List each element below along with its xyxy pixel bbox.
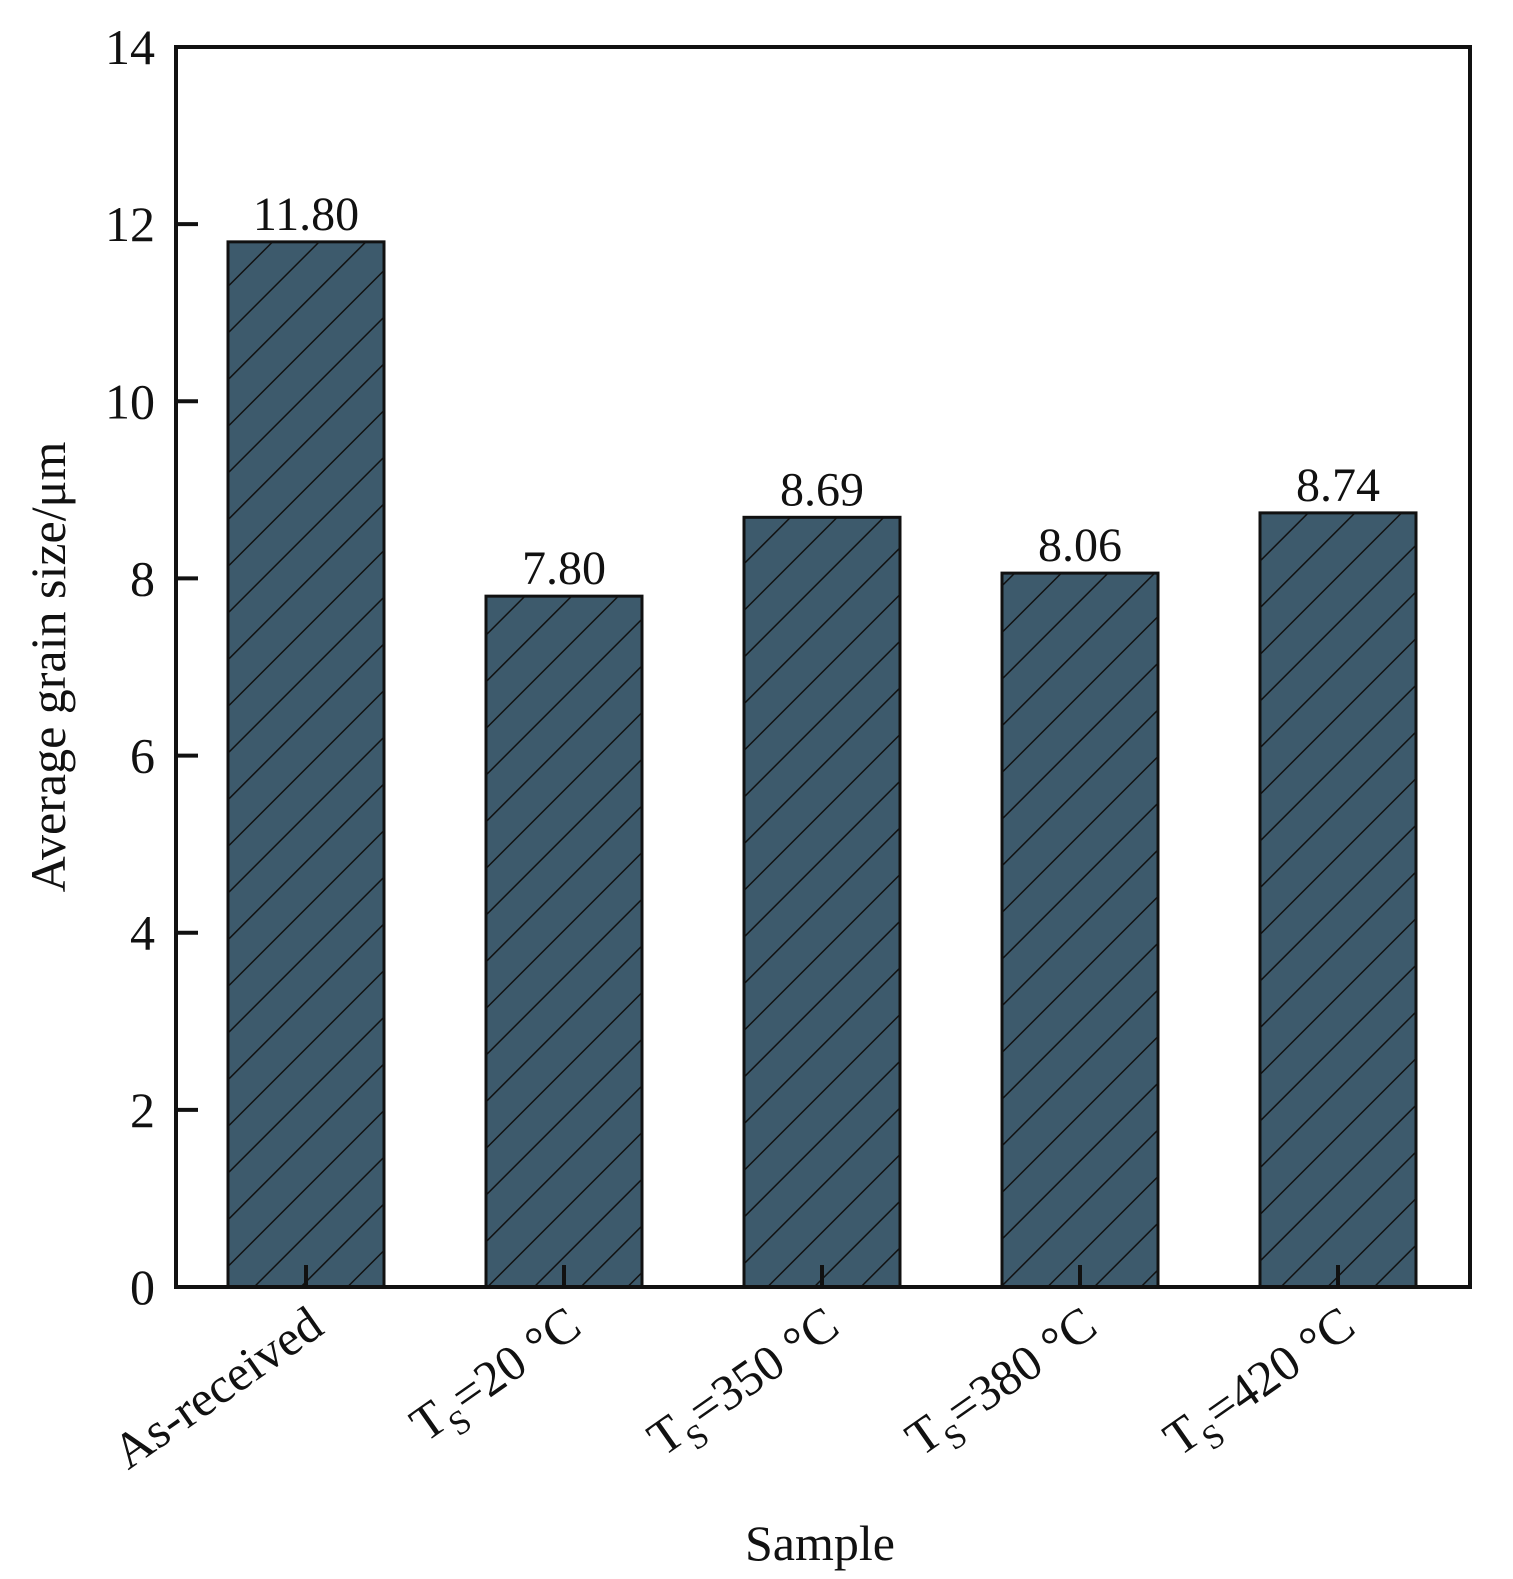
y-tick-label-3: 6 xyxy=(130,728,155,784)
x-tick-label-2: TS=350 °C xyxy=(637,1295,854,1475)
y-tick-label-4: 8 xyxy=(130,550,155,606)
x-tick-label-1: TS=20 °C xyxy=(400,1295,597,1461)
bar-2 xyxy=(742,515,902,1289)
x-tick-label-3: TS=380 °C xyxy=(895,1295,1112,1475)
x-tick-label-0: As-received xyxy=(102,1295,332,1479)
y-tick-label-2: 4 xyxy=(130,905,155,961)
bar-4 xyxy=(1258,511,1418,1289)
y-tick-label-1: 2 xyxy=(130,1082,155,1138)
data-label-3: 8.06 xyxy=(1038,519,1122,572)
bar-1 xyxy=(484,594,644,1289)
data-label-2: 8.69 xyxy=(780,463,864,516)
y-tick-label-0: 0 xyxy=(130,1259,155,1315)
y-tick-label-7: 14 xyxy=(105,19,155,75)
data-label-0: 11.80 xyxy=(253,188,359,241)
x-tick-label-4: TS=420 °C xyxy=(1153,1295,1370,1475)
x-axis-label: Sample xyxy=(745,1515,895,1571)
y-tick-label-5: 10 xyxy=(105,373,155,429)
data-label-4: 8.74 xyxy=(1296,459,1380,512)
data-label-1: 7.80 xyxy=(522,542,606,595)
bar-0 xyxy=(226,240,386,1289)
y-tick-label-6: 12 xyxy=(105,196,155,252)
bar-3 xyxy=(1000,571,1160,1289)
y-axis-label: Average grain size/μm xyxy=(20,442,76,893)
